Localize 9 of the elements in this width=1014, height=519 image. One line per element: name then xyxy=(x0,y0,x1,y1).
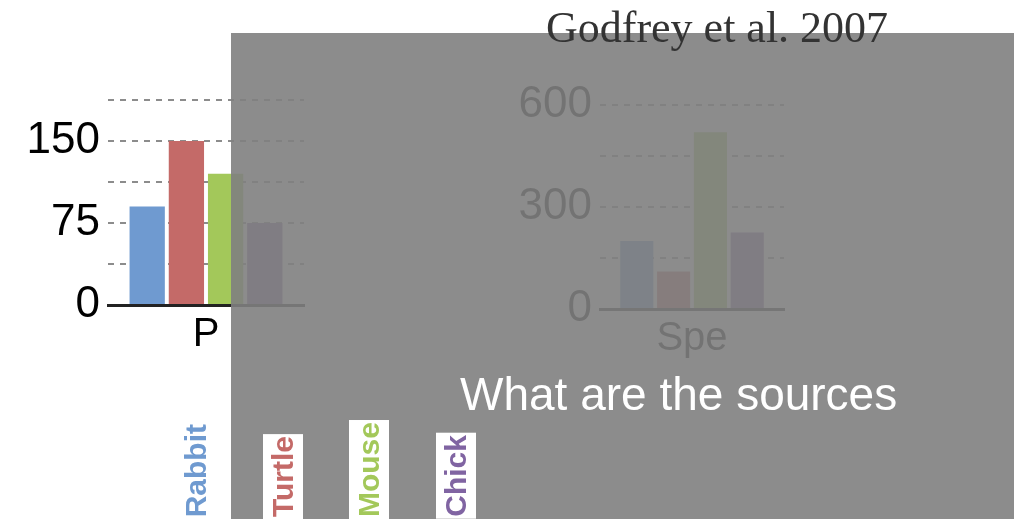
text: What are the sources xyxy=(460,367,898,422)
y-tick-label: 75 xyxy=(51,195,100,245)
text: Rabbit xyxy=(176,421,216,519)
y-tick-label: 150 xyxy=(26,113,100,163)
y-tick-label: 0 xyxy=(75,277,100,327)
text: Turtle xyxy=(262,433,303,519)
text: Chick xyxy=(435,433,476,519)
x-tick-label: P xyxy=(192,310,220,355)
text: Mouse xyxy=(349,419,390,519)
